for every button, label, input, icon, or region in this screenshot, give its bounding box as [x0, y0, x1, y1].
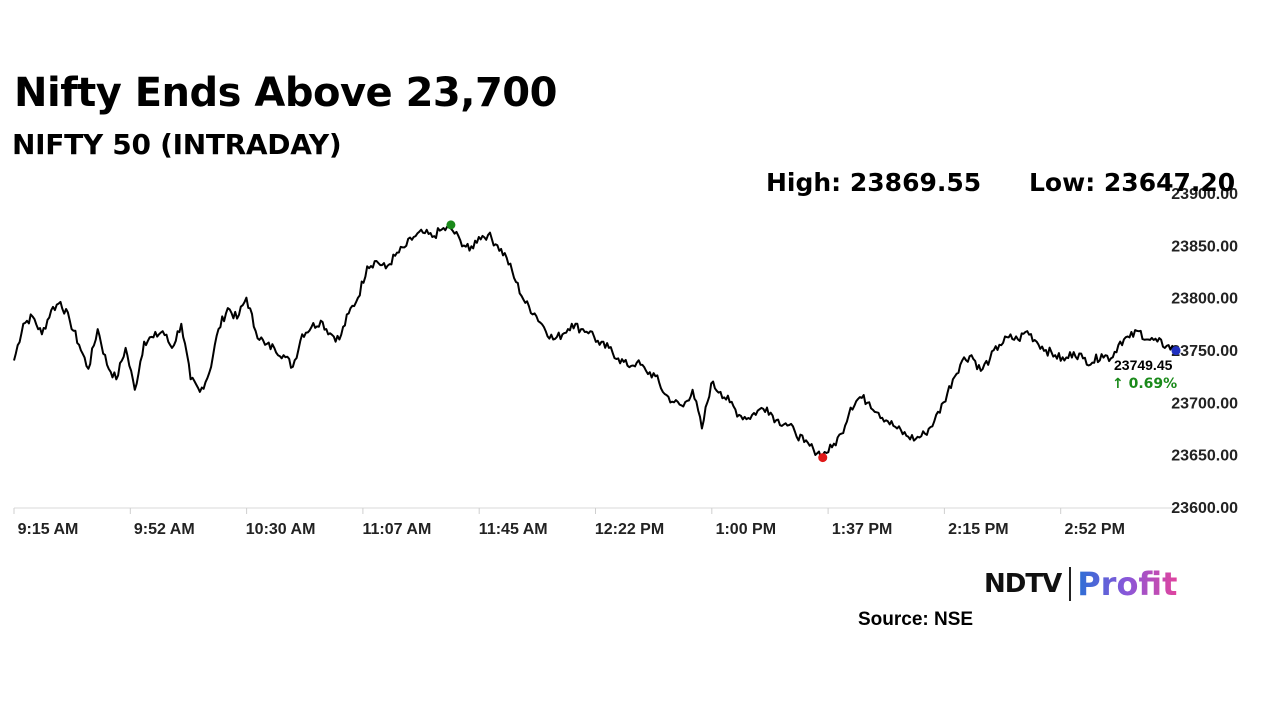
y-tick-label: 23800.00 — [1171, 291, 1238, 308]
price-line — [13, 225, 1177, 459]
x-tick-label: 1:00 PM — [716, 521, 776, 538]
brand-logo: NDTV Profit — [984, 565, 1177, 605]
source-note: Source: NSE — [858, 609, 974, 630]
day-low-label: Low: 23647.20 — [1029, 168, 1236, 197]
axes: 23600.00 23650.00 23700.00 23750.00 23800.00… — [13, 186, 1238, 538]
x-tick-label: 11:07 AM — [363, 521, 432, 538]
day-high-marker — [446, 220, 456, 230]
brand-ndtv-wordmark: NDTV — [984, 569, 1062, 599]
x-tick-label: 9:15 AM — [18, 521, 79, 538]
x-tick-label: 1:37 PM — [832, 521, 892, 538]
y-tick-label: 23900.00 — [1171, 186, 1238, 203]
y-tick-label: 23750.00 — [1171, 343, 1238, 360]
brand-profit-wordmark: Profit — [1077, 565, 1178, 603]
price-line-group — [13, 225, 1177, 459]
x-tick-label: 12:22 PM — [595, 521, 664, 538]
chart-title: Nifty Ends Above 23,700 — [14, 70, 557, 116]
markers: 23749.45 ↑ 0.69% — [446, 220, 1181, 463]
x-tick-label: 10:30 AM — [246, 521, 316, 538]
chart-subtitle: NIFTY 50 (INTRADAY) — [12, 128, 342, 161]
y-tick-label: 23600.00 — [1171, 500, 1238, 517]
x-tick-label: 2:52 PM — [1064, 521, 1124, 538]
x-tick-label: 11:45 AM — [479, 521, 548, 538]
x-tick-label: 2:15 PM — [948, 521, 1008, 538]
y-tick-label: 23700.00 — [1171, 395, 1238, 412]
last-price-marker — [1171, 346, 1181, 356]
brand-divider — [1069, 567, 1072, 601]
y-tick-label: 23650.00 — [1171, 448, 1238, 465]
day-high-label: High: 23869.55 — [766, 168, 982, 197]
day-low-marker — [818, 453, 828, 463]
last-price-label: 23749.45 — [1114, 357, 1173, 373]
price-change-label: ↑ 0.69% — [1112, 376, 1177, 392]
y-tick-label: 23850.00 — [1171, 238, 1238, 255]
x-tick-label: 9:52 AM — [134, 521, 195, 538]
